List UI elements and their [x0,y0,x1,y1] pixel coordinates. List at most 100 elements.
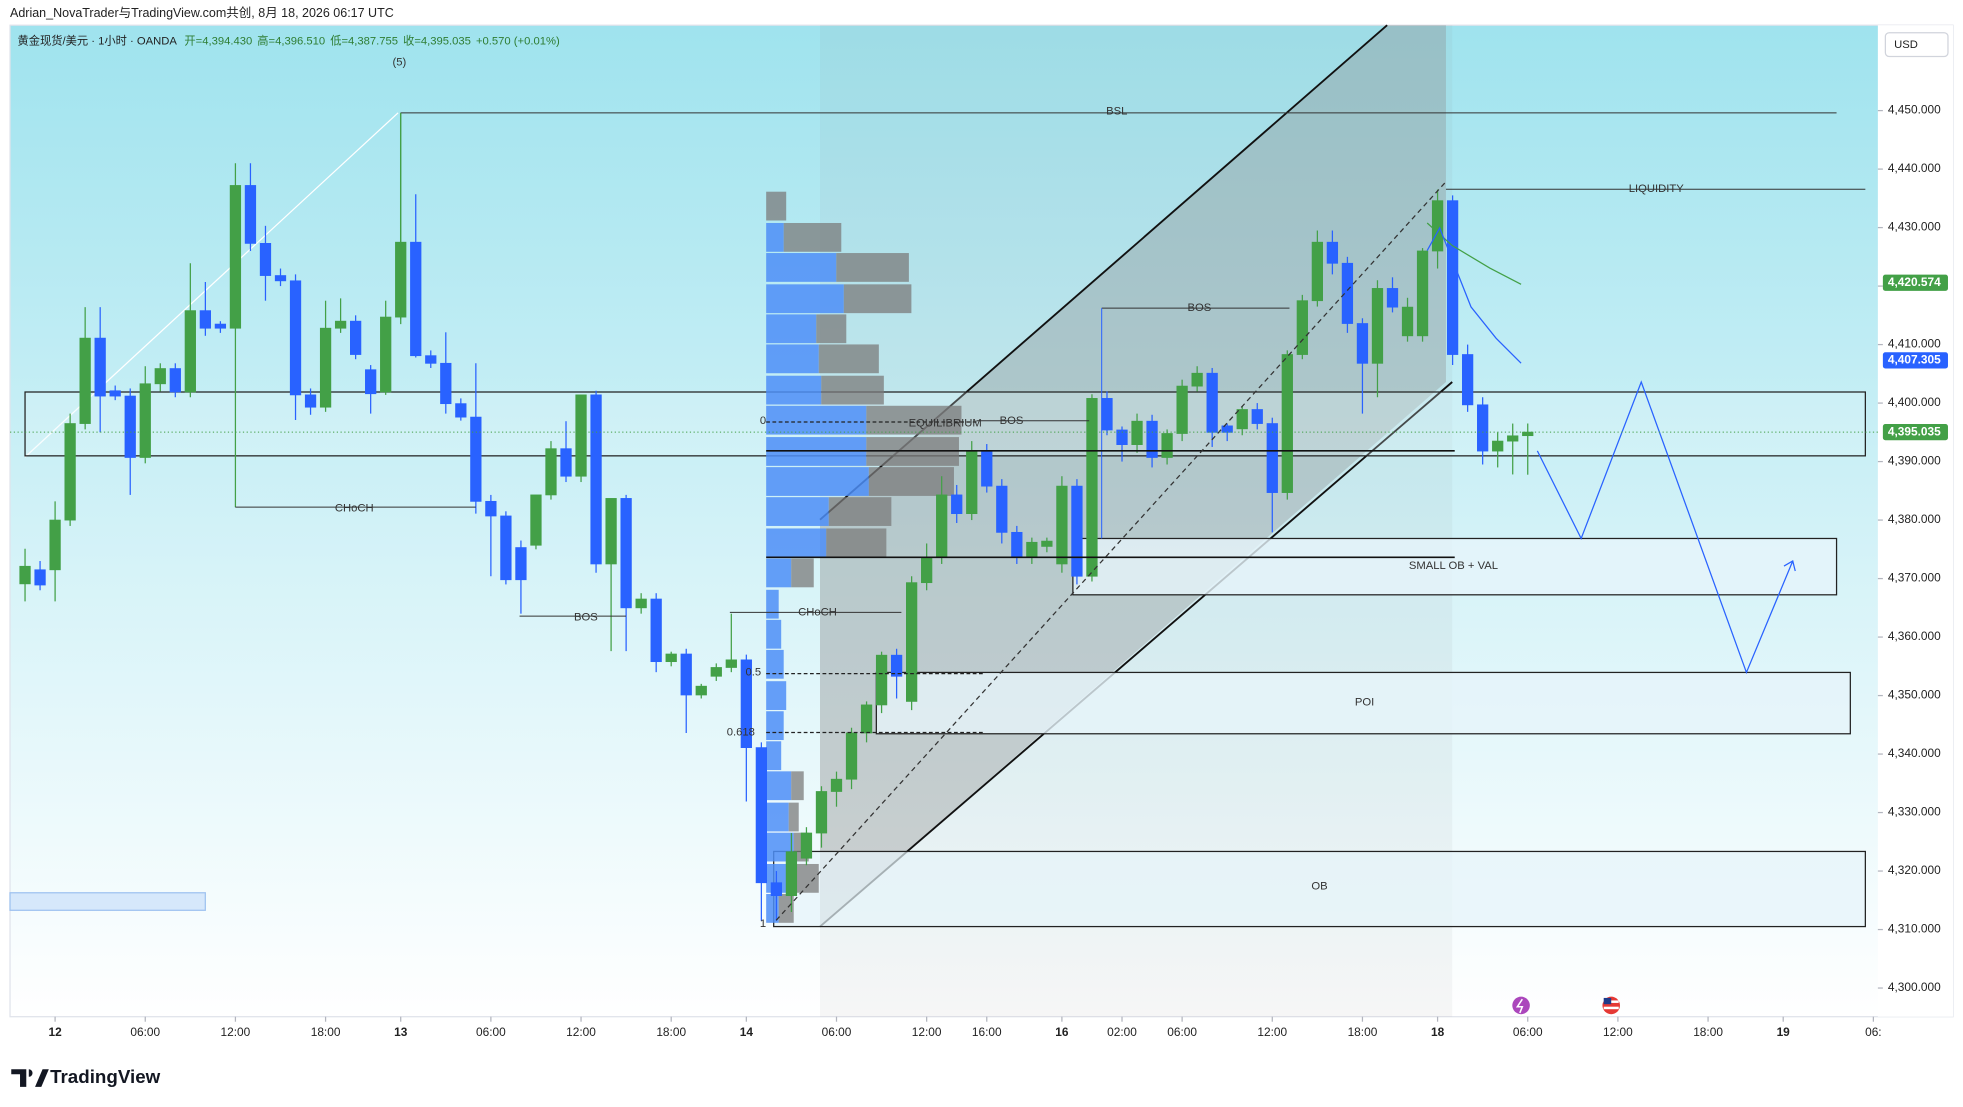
x-tick-label: 06:00 [1167,1025,1197,1039]
annotation: LIQUIDITY [1629,183,1685,195]
volume-profile-bar [766,528,827,558]
x-tick-label: 16:00 [972,1025,1002,1039]
volume-profile-bar [766,741,782,771]
candle-body [1461,354,1474,406]
candle-body [605,498,617,565]
candle-body [860,704,873,734]
candle-body [425,355,437,364]
candle-body [1161,433,1173,458]
symbol-line: 黄金现货/美元 · 1小时 · OANDA 开=4,394.430 高=4,396.… [18,33,560,47]
candle-body [319,327,332,408]
annotation: OB [1311,880,1327,892]
volume-profile-bar [766,589,779,619]
ohlc-close: 收=4,395.035 [403,33,471,47]
candle-body [665,653,677,663]
candle-body [154,368,166,385]
candle-body [19,565,31,585]
projection-path [1536,380,1794,675]
x-tick-label: 12:00 [566,1025,596,1039]
x-tick-label: 18:00 [1348,1025,1378,1039]
event-icon[interactable] [1512,996,1530,1015]
volume-profile-bar [778,894,794,923]
candle-body [79,337,91,424]
brand-logo: TradingView [11,1066,161,1087]
ohlc-high: 高=4,396.510 [257,33,325,47]
candle-body [485,500,497,517]
candle-body [169,368,181,393]
candle-body [350,320,362,355]
price-label: 4,395.035 [1888,424,1941,438]
zone-box [773,850,1866,928]
candles [19,112,1534,921]
y-tick-label: 4,360.000 [1888,629,1941,643]
candle-body [800,832,813,859]
annotation: BOS [1000,415,1024,427]
price-label-box [1882,352,1948,369]
volume-profile-bar [766,558,792,588]
candle-body [455,403,467,418]
candle-body [94,337,106,397]
candle-body [109,390,121,397]
x-tick-label: 18:00 [656,1025,686,1039]
channel-lower [819,381,1453,928]
candle-body [545,448,557,496]
candle-body [1071,485,1083,577]
candle-body [830,778,843,792]
candle-body [1341,262,1354,324]
candle-body [244,185,257,244]
currency-button[interactable] [1884,32,1949,58]
drawings-back [9,24,1866,928]
x-tick-label: 18:00 [311,1025,341,1039]
candle-body [1056,485,1068,565]
candle-body [966,450,978,515]
x-tick-label: 18 [1431,1025,1445,1039]
candle-body [1206,372,1218,433]
x-tick-label: 16 [1055,1025,1069,1039]
candle-body [334,320,347,329]
x-tick-label: 14 [740,1025,754,1039]
candle-body [289,280,302,396]
x-tick-label: 06:00 [822,1025,852,1039]
y-tick-label: 4,310.000 [1888,922,1941,936]
candle-body [49,519,61,571]
annotation: BOS [574,611,598,623]
candle-body [936,494,948,558]
y-tick-label: 4,330.000 [1888,805,1941,819]
volume-profile-bar [766,771,792,801]
candle-body [845,732,858,780]
annotation: 0.618 [727,726,755,738]
volume-profile-bar [766,649,784,679]
candle-body [274,275,287,282]
volume-profile-bar [828,497,892,526]
candle-body [1326,241,1339,264]
volume-profile-bar [868,467,954,496]
volume-profile-bar [766,467,869,496]
candle-body [515,547,527,581]
candle-body [1356,323,1369,364]
y-tick-label: 4,430.000 [1888,220,1941,234]
x-tick-label: 18:00 [1693,1025,1723,1039]
candle-body [1401,306,1414,337]
y-tick-label: 4,320.000 [1888,863,1941,877]
candle-body [34,569,46,586]
candle-body [1416,250,1429,337]
candle-body [139,383,151,458]
candle-body [590,394,602,565]
volume-profile-bar [816,314,847,344]
candle-body [1026,541,1038,558]
candle-body [1431,200,1444,252]
candle-body [1296,300,1308,355]
annotation: BOS [1187,302,1211,314]
x-tick-label: 12:00 [912,1025,942,1039]
projection-arrow [1783,560,1796,572]
candle-body [1236,409,1248,430]
candle-body [815,791,828,834]
y-tick-label: 4,370.000 [1888,571,1941,585]
candle-body [1086,398,1098,577]
volume-profile-bar [783,222,842,252]
price-axis [1877,25,1953,1017]
annotation: 0 [760,415,766,427]
brand-mark [11,1069,49,1087]
volume-profile-bar [766,253,837,282]
candle-body [184,310,196,393]
